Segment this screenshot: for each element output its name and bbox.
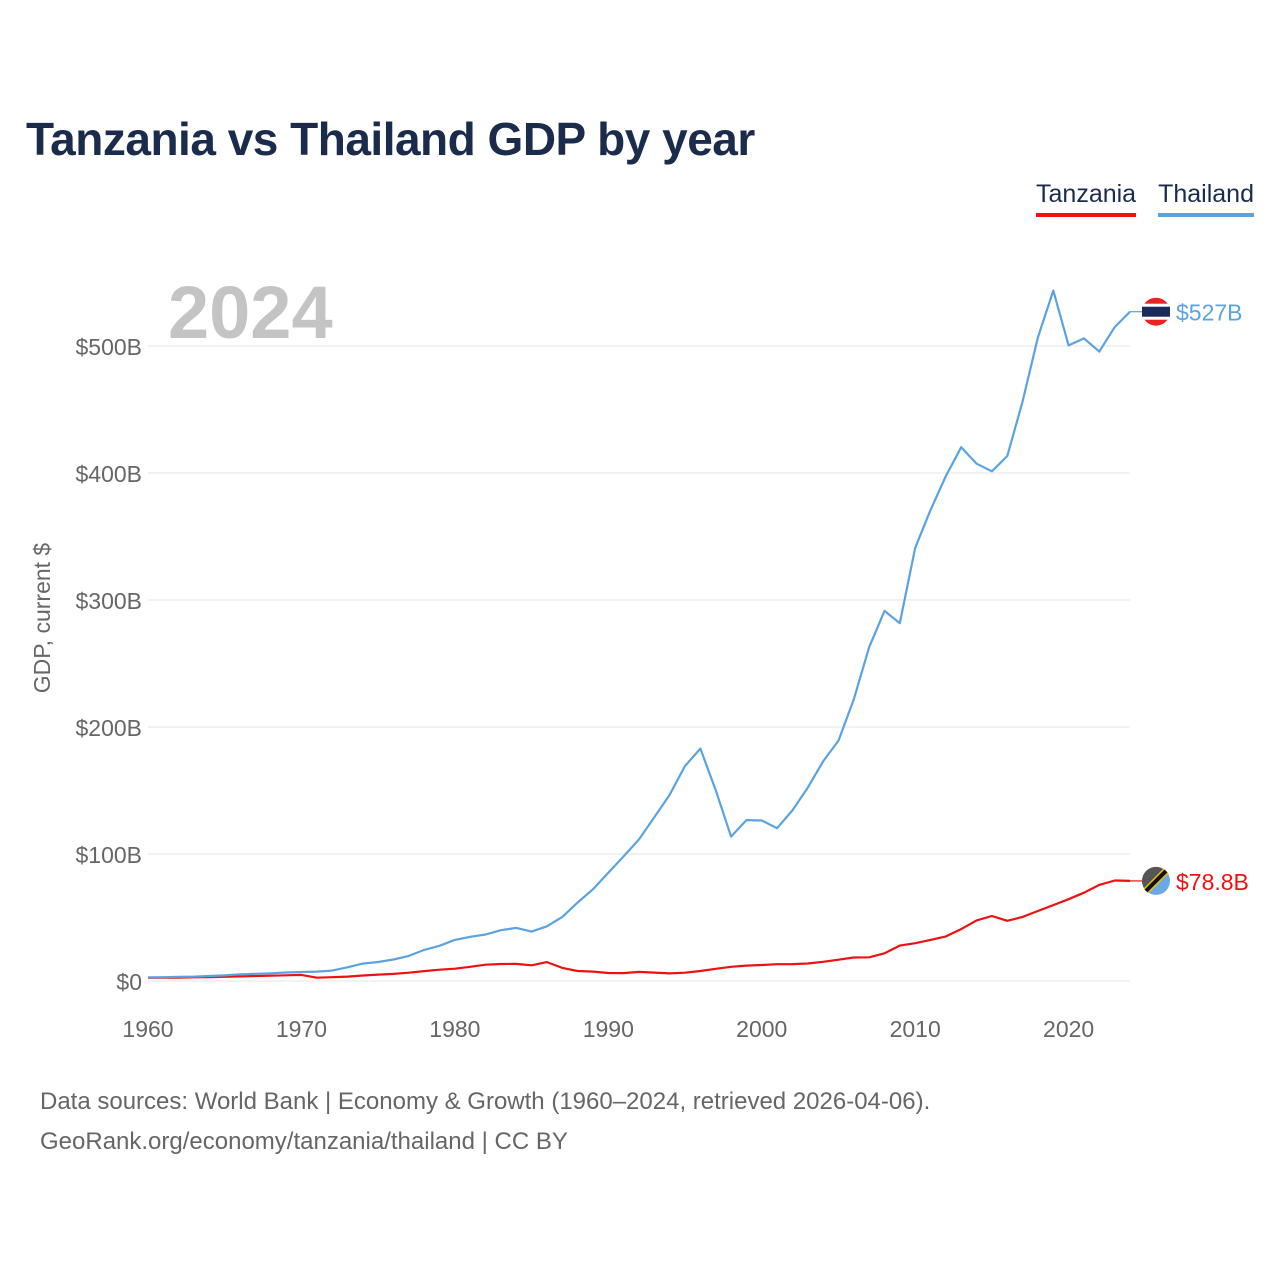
x-tick-label: 2020 [1043,1016,1094,1042]
legend-item-tanzania[interactable]: Tanzania [1036,180,1137,217]
x-tick-label: 1980 [429,1016,480,1042]
end-value-label: $78.8B [1176,869,1249,895]
y-tick-label: $200B [75,715,142,741]
end-markers: $78.8B $527B [1130,297,1249,895]
x-tick-label: 2000 [736,1016,787,1042]
page-title: Tanzania vs Thailand GDP by year [26,113,755,165]
x-tick-label: 1970 [276,1016,327,1042]
x-tick-label: 2010 [890,1016,941,1042]
end-marker-thailand: $527B [1130,297,1243,326]
series-line-thailand [147,289,1131,979]
y-axis-label: GDP, current $ [29,543,55,694]
legend-item-thailand[interactable]: Thailand [1158,180,1254,217]
x-tick-label: 1960 [122,1016,173,1042]
y-tick-label: $100B [75,842,142,868]
end-value-label: $527B [1176,300,1243,326]
y-tick-label: $500B [75,334,142,360]
series-line-tanzania [147,879,1131,979]
flag-part [1144,869,1168,893]
gridlines [148,345,1130,982]
x-tick-label: 1990 [583,1016,634,1042]
end-marker-tanzania: $78.8B [1130,866,1249,895]
y-axis-ticks: $0 $100B $200B $300B $400B $500B [75,334,142,995]
series-lines [147,289,1131,979]
source-note: Data sources: World Bank | Economy & Gro… [40,1082,930,1162]
x-axis-ticks: 1960 1970 1980 1990 2000 2010 2020 [122,1016,1094,1042]
source-line-1: Data sources: World Bank | Economy & Gro… [40,1088,931,1115]
legend: Tanzania Thailand [1036,180,1254,217]
y-tick-label: $300B [75,588,142,614]
y-tick-label: $0 [116,969,142,995]
year-label: 2024 [168,271,333,354]
source-line-2[interactable]: GeoRank.org/economy/tanzania/thailand | … [40,1128,568,1155]
flag-part [1142,306,1170,317]
y-tick-label: $400B [75,461,142,487]
